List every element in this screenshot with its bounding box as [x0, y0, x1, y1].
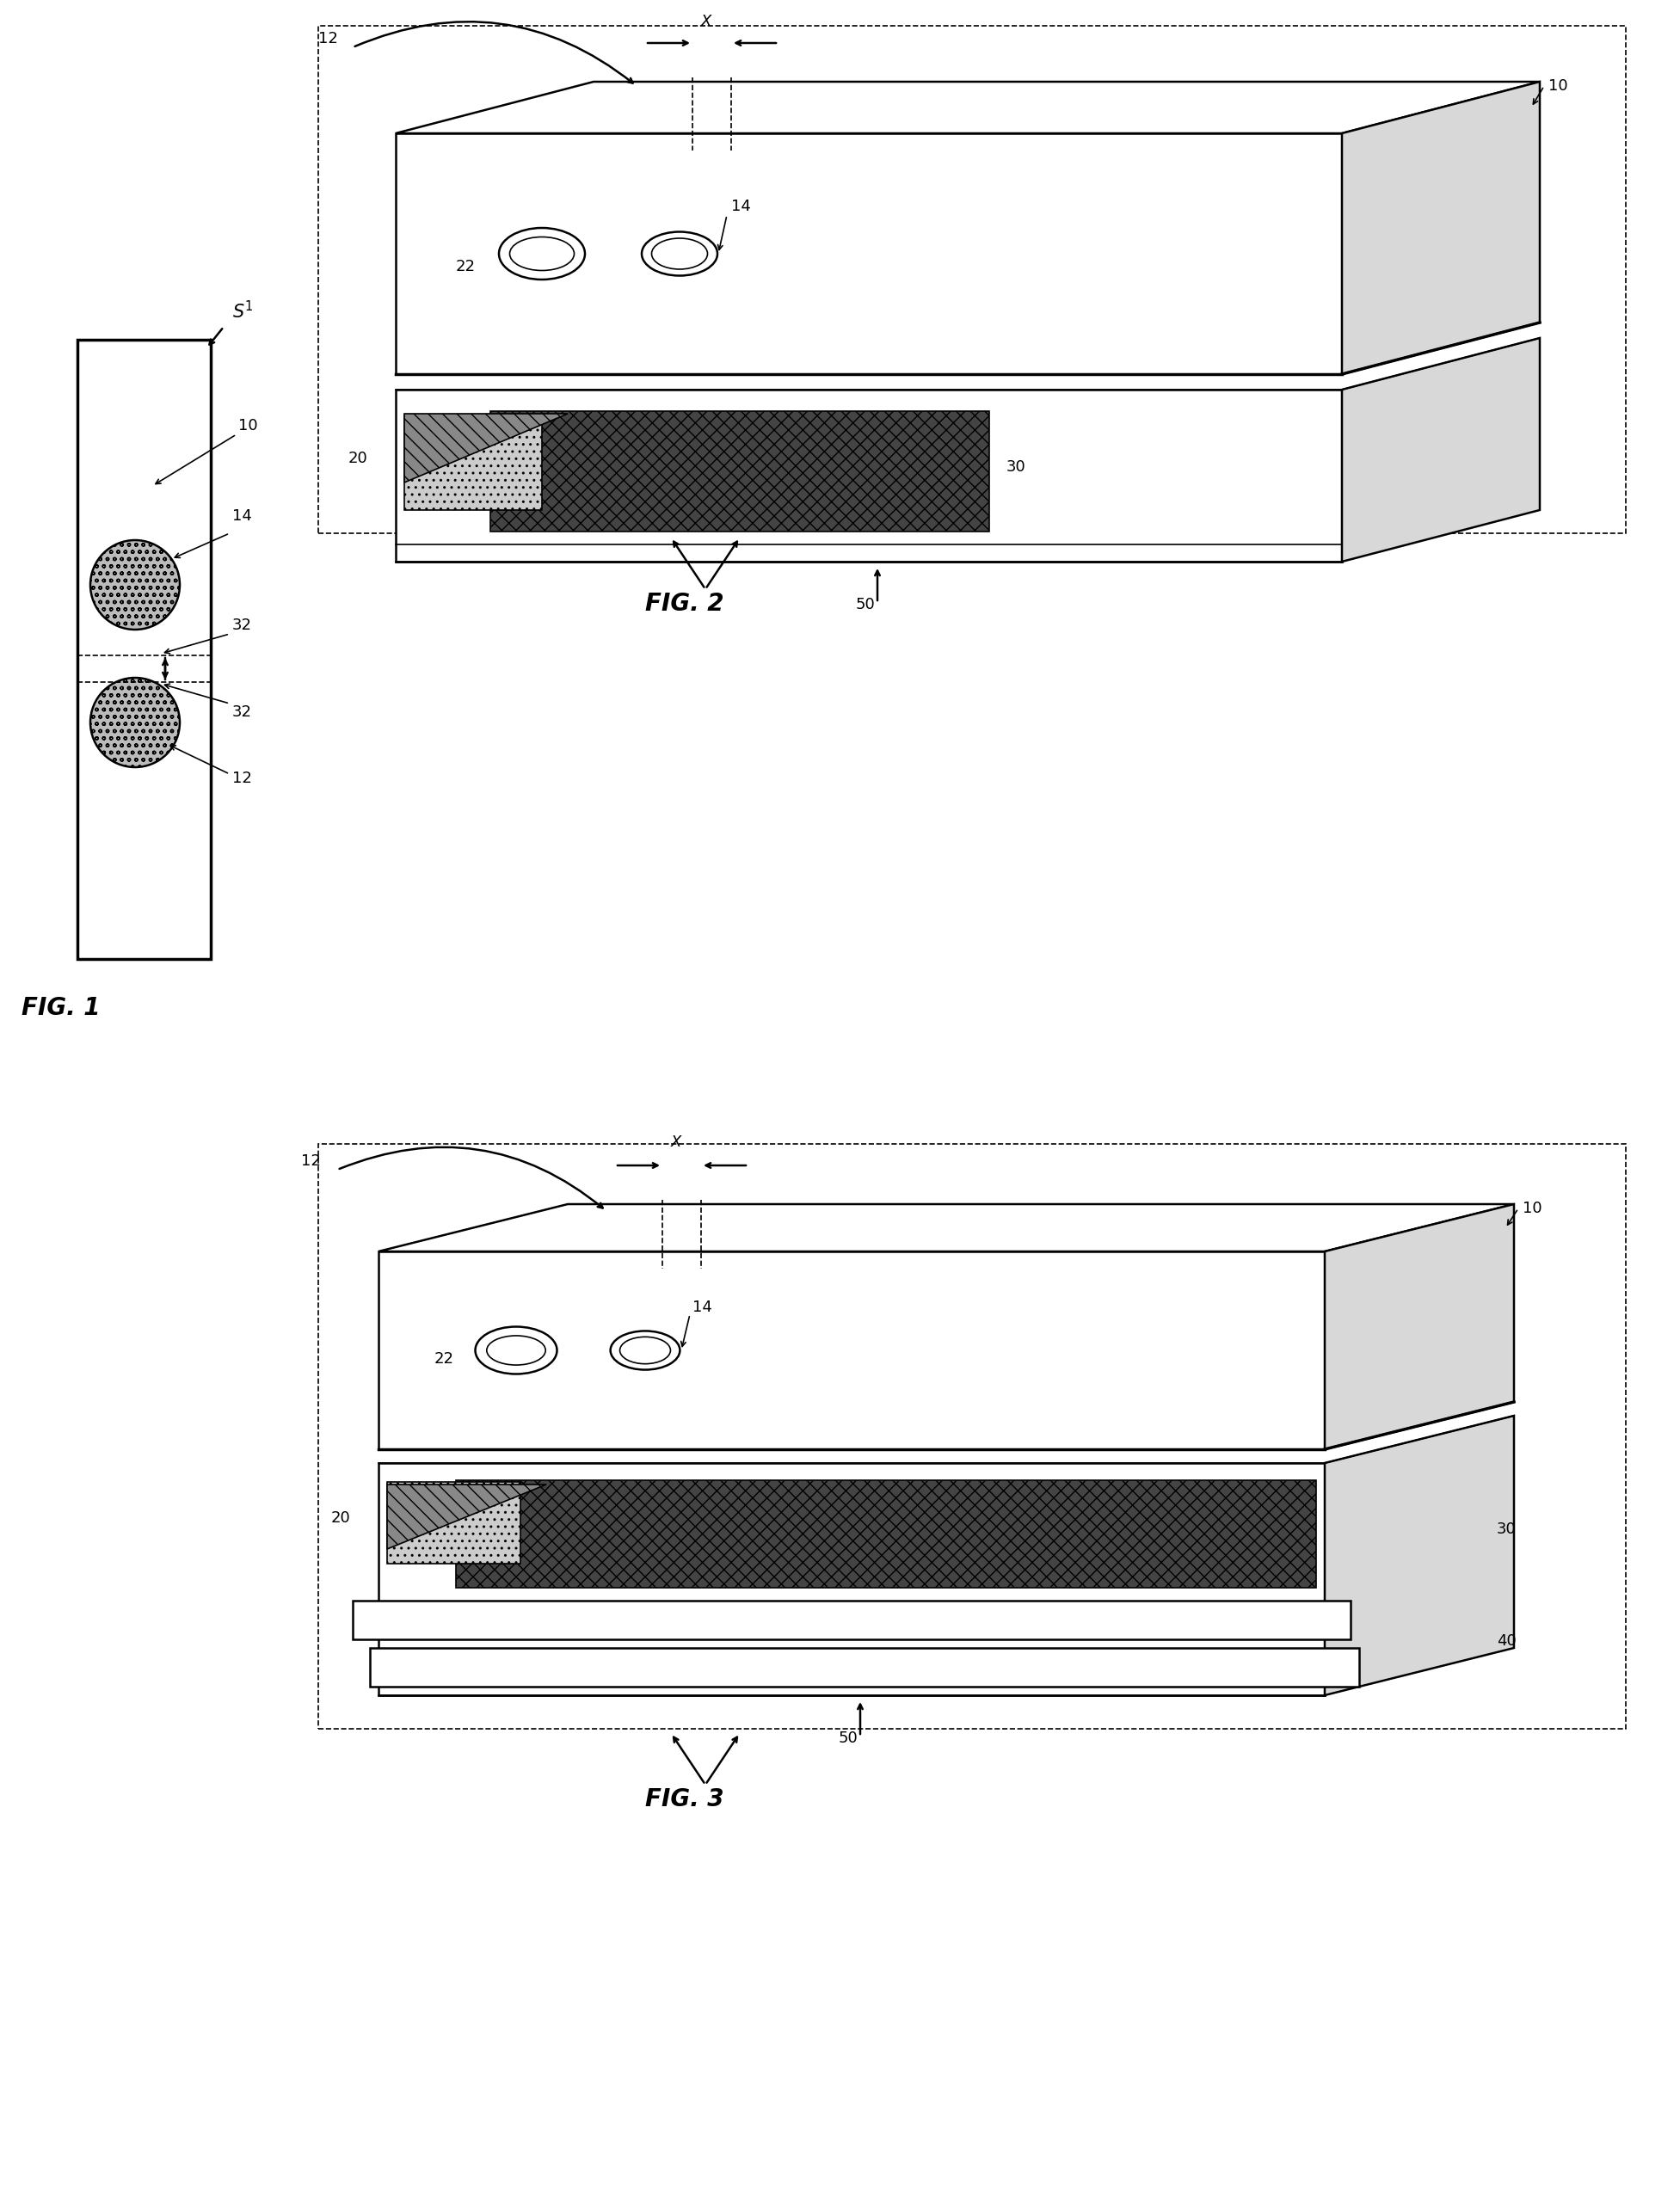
- Text: 12: 12: [232, 770, 252, 786]
- Ellipse shape: [652, 238, 707, 269]
- Polygon shape: [378, 1463, 1326, 1695]
- Polygon shape: [378, 1205, 1514, 1251]
- Text: 14: 14: [232, 508, 252, 523]
- Bar: [318, 26, 1626, 534]
- Text: 20: 20: [331, 1510, 351, 1525]
- Ellipse shape: [620, 1337, 670, 1364]
- Bar: [405, 415, 543, 510]
- Bar: [77, 340, 210, 960]
- Text: FIG. 1: FIG. 1: [22, 995, 101, 1020]
- Bar: [318, 1143, 1626, 1728]
- Polygon shape: [1342, 338, 1541, 561]
- Bar: [353, 1600, 1351, 1640]
- Text: 20: 20: [348, 450, 368, 466]
- Text: X: X: [670, 1134, 682, 1150]
- Circle shape: [91, 678, 180, 768]
- Polygon shape: [405, 413, 568, 483]
- Bar: [370, 1649, 1359, 1686]
- Text: 10: 10: [239, 417, 257, 433]
- Text: 12: 12: [318, 31, 338, 46]
- Text: 22: 22: [455, 258, 475, 274]
- Polygon shape: [396, 132, 1342, 375]
- Ellipse shape: [509, 236, 575, 271]
- Circle shape: [91, 541, 180, 629]
- Ellipse shape: [487, 1335, 546, 1364]
- Text: 12: 12: [301, 1154, 321, 1170]
- Polygon shape: [396, 82, 1541, 132]
- Text: FIG. 2: FIG. 2: [645, 591, 724, 616]
- Text: X: X: [701, 13, 712, 29]
- Polygon shape: [396, 391, 1342, 561]
- Polygon shape: [1326, 1205, 1514, 1450]
- Text: 14: 14: [731, 199, 751, 214]
- Text: FIG. 3: FIG. 3: [645, 1788, 724, 1812]
- Text: 14: 14: [692, 1300, 712, 1315]
- Ellipse shape: [475, 1326, 558, 1375]
- Text: 50: 50: [855, 596, 875, 611]
- Text: 30: 30: [1006, 459, 1026, 475]
- Bar: [386, 1481, 521, 1563]
- Polygon shape: [386, 1485, 546, 1549]
- Bar: [491, 411, 990, 532]
- Text: 30: 30: [1497, 1521, 1517, 1536]
- Polygon shape: [1342, 82, 1541, 375]
- Text: 10: 10: [1522, 1201, 1542, 1216]
- Text: 32: 32: [232, 618, 252, 633]
- Polygon shape: [378, 1251, 1326, 1450]
- Ellipse shape: [499, 227, 585, 280]
- Ellipse shape: [642, 232, 717, 276]
- Text: 40: 40: [1497, 1633, 1517, 1649]
- Polygon shape: [1326, 1415, 1514, 1695]
- Text: 22: 22: [435, 1351, 454, 1366]
- Text: 50: 50: [838, 1730, 858, 1746]
- Text: $S^1$: $S^1$: [232, 300, 254, 322]
- Bar: [455, 1481, 1315, 1587]
- Text: 32: 32: [232, 704, 252, 719]
- Ellipse shape: [610, 1331, 680, 1371]
- Text: 10: 10: [1549, 77, 1567, 93]
